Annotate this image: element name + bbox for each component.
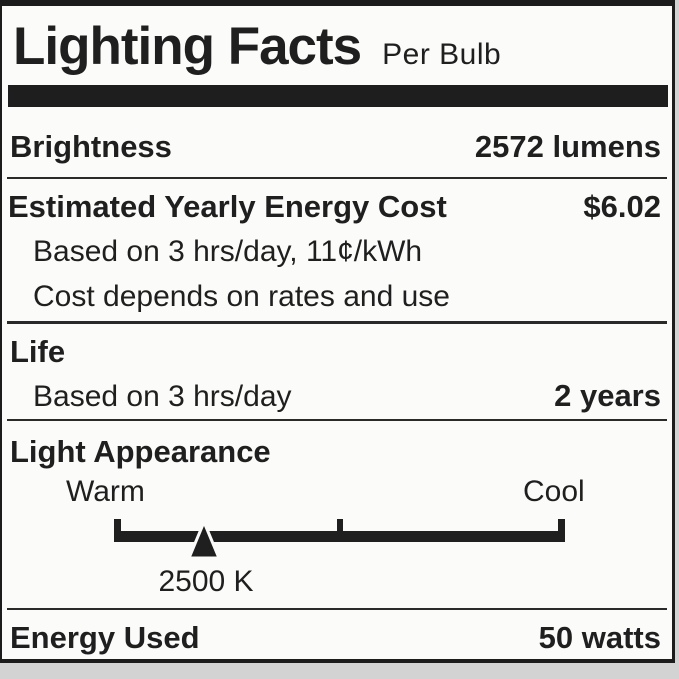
life-value: 2 years — [554, 378, 661, 413]
scale-left-tick — [114, 519, 121, 542]
energy-cost-label: Estimated Yearly Energy Cost — [8, 189, 447, 224]
brightness-label: Brightness — [10, 129, 172, 164]
marker-triangle-icon — [186, 518, 222, 560]
life-basis: Based on 3 hrs/day — [33, 380, 292, 413]
title-separator-bar — [8, 85, 668, 107]
life-row: Based on 3 hrs/day 2 years — [33, 376, 661, 417]
divider — [7, 419, 667, 421]
scale-bar — [114, 531, 565, 542]
per-bulb-label: Per Bulb — [382, 38, 502, 71]
lighting-facts-label: Lighting Facts Per Bulb Brightness 2572 … — [0, 0, 675, 663]
light-appearance-label: Light Appearance — [10, 434, 271, 469]
brightness-value: 2572 lumens — [474, 129, 661, 164]
scale-right-tick — [558, 519, 565, 542]
page-title: Lighting Facts — [13, 17, 362, 76]
energy-used-value: 50 watts — [538, 620, 661, 655]
energy-cost-basis: Based on 3 hrs/day, 11¢/kWh — [33, 235, 423, 268]
brightness-row: Brightness 2572 lumens — [10, 127, 661, 167]
divider — [7, 321, 667, 324]
label-header: Lighting Facts Per Bulb — [13, 12, 501, 82]
cool-label: Cool — [523, 475, 585, 508]
energy-cost-value: $6.02 — [583, 189, 661, 224]
warm-label: Warm — [66, 475, 145, 508]
energy-cost-disclaimer: Cost depends on rates and use — [33, 280, 450, 313]
energy-cost-row: Estimated Yearly Energy Cost $6.02 — [8, 187, 661, 227]
color-temp-scale — [114, 518, 565, 560]
scale-mid-tick — [337, 519, 343, 532]
energy-used-label: Energy Used — [10, 620, 200, 655]
color-temp-value: 2500 K — [158, 565, 254, 598]
energy-used-row: Energy Used 50 watts — [10, 618, 661, 658]
divider — [7, 608, 667, 610]
divider — [7, 177, 667, 179]
life-label: Life — [10, 334, 66, 369]
